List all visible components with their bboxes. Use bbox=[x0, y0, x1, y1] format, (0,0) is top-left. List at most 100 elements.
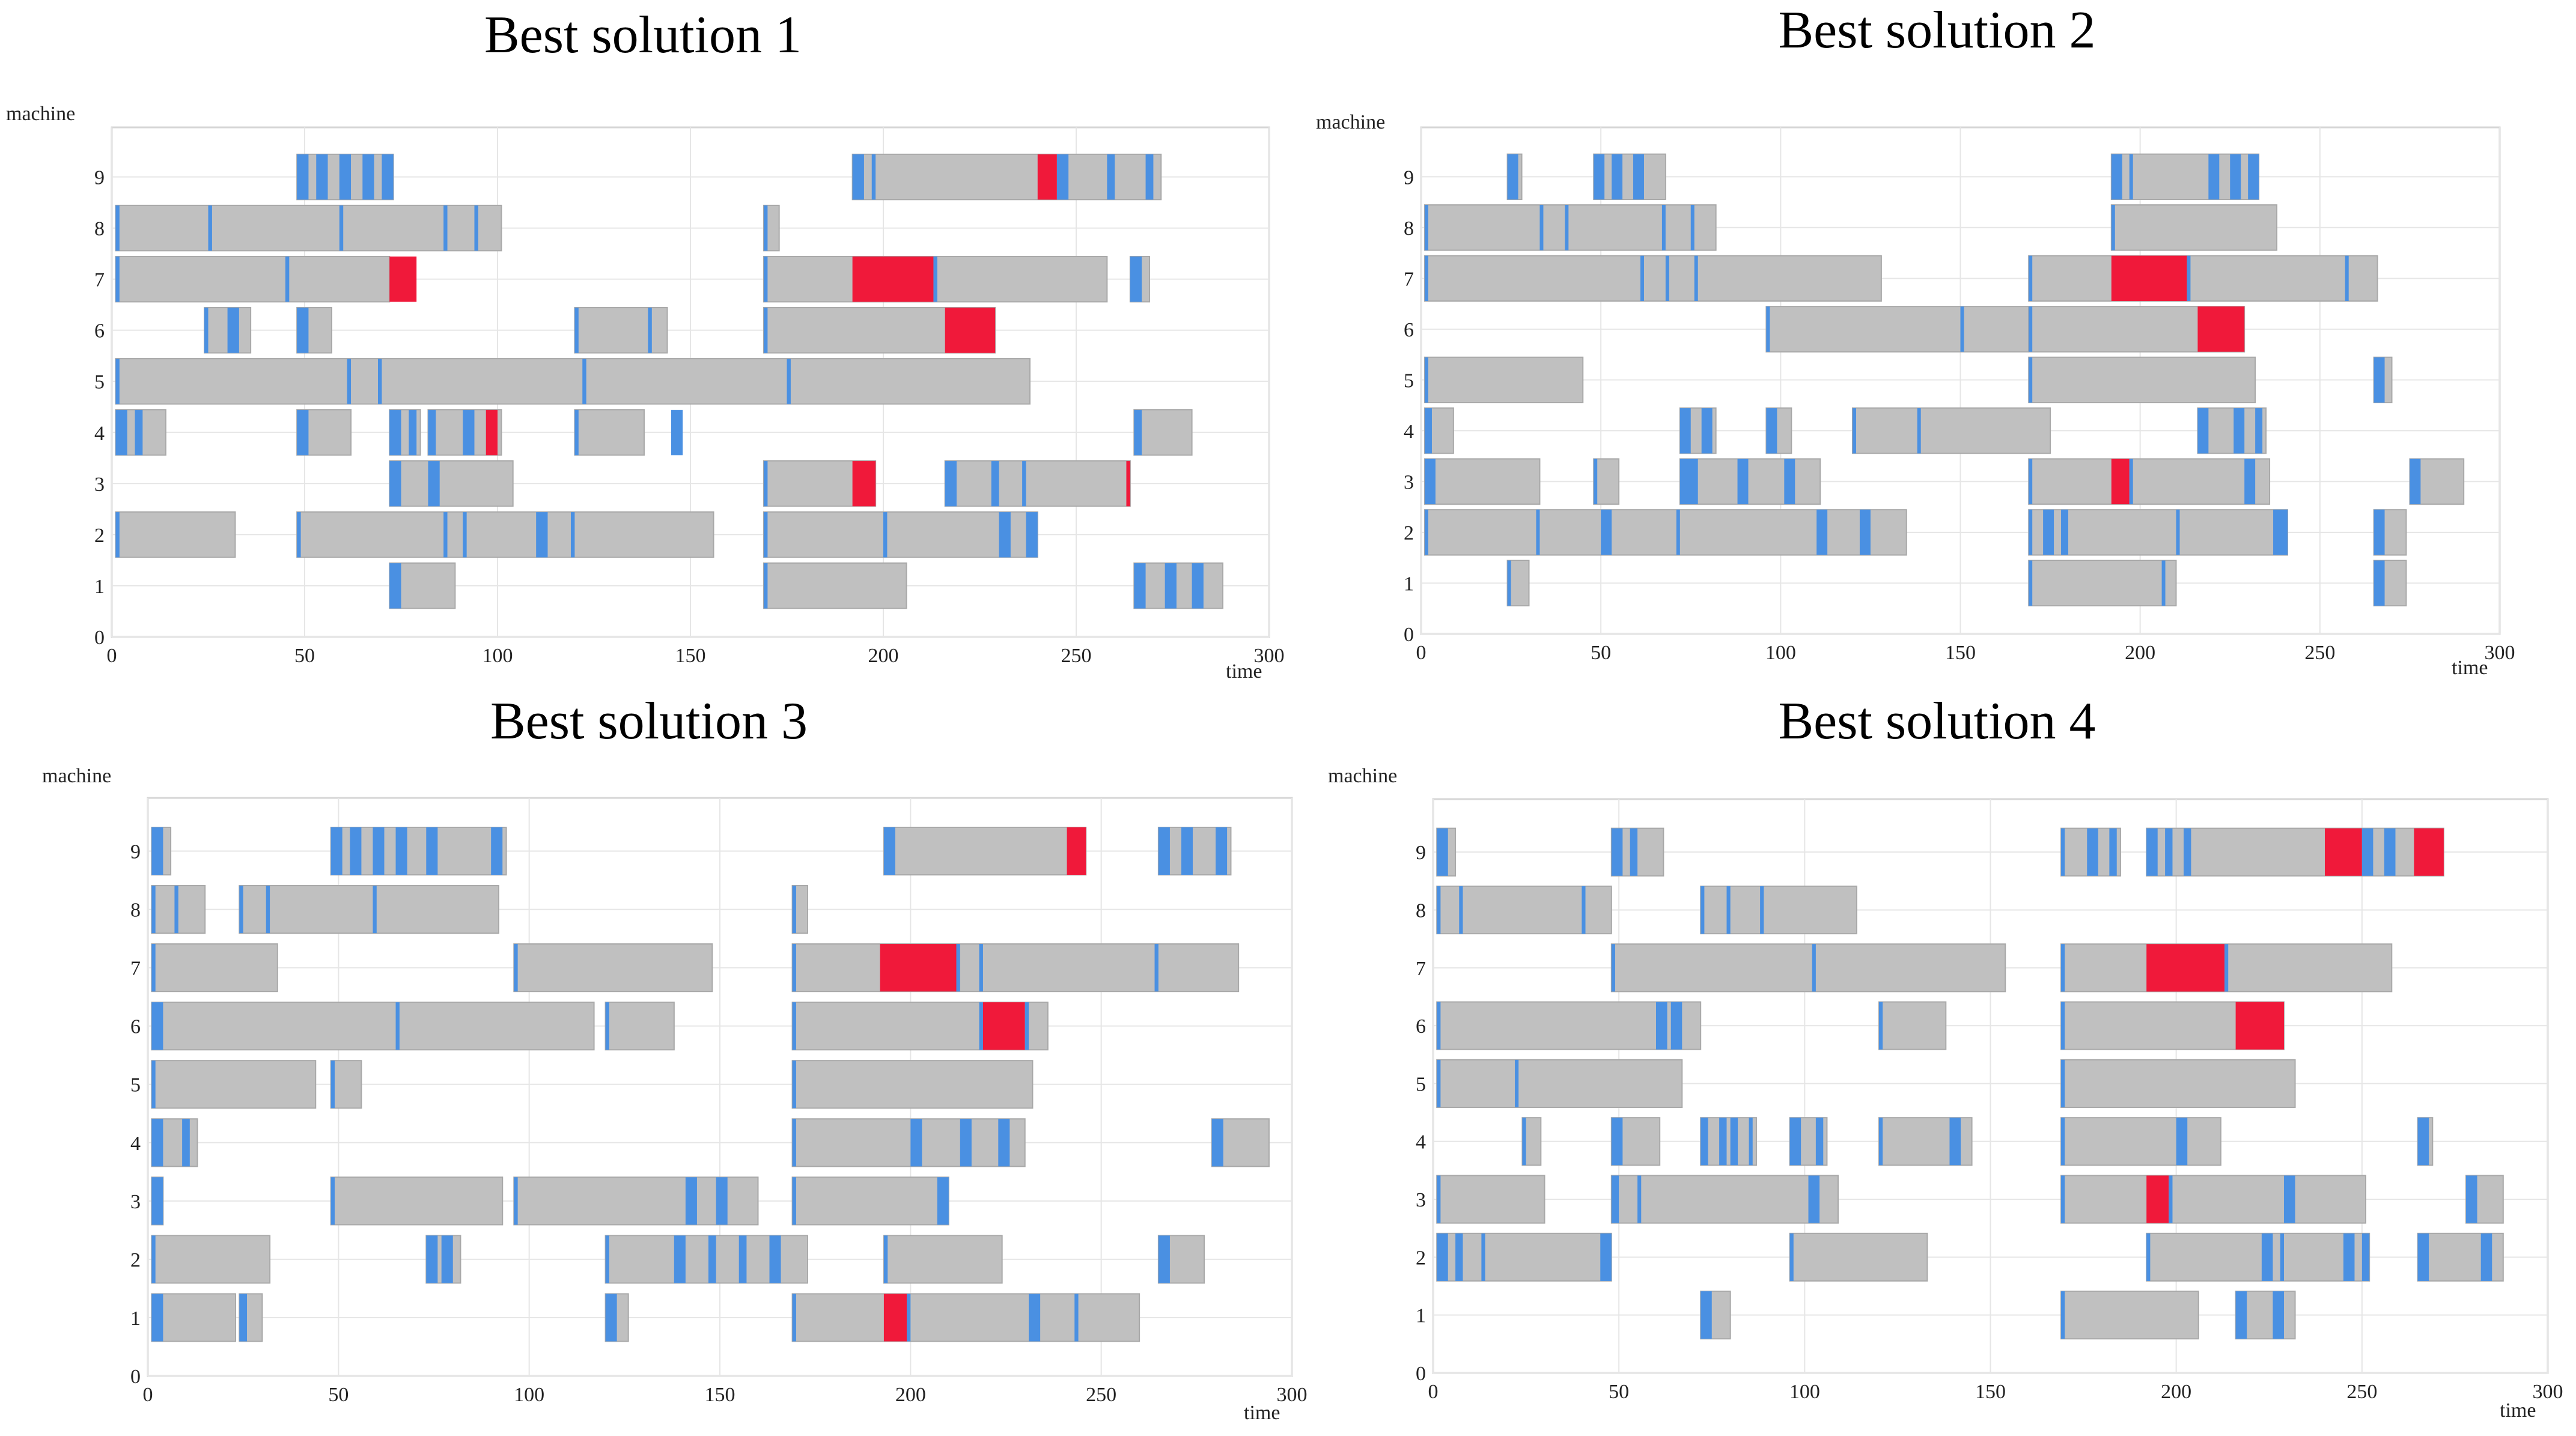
operation-marker bbox=[2176, 1118, 2188, 1166]
operation-marker bbox=[239, 1294, 248, 1342]
operation-marker bbox=[2165, 828, 2173, 876]
operation-marker bbox=[1701, 1118, 1708, 1166]
y-tick-label: 4 bbox=[94, 422, 105, 445]
y-tick-label: 8 bbox=[130, 899, 141, 922]
y-tick-label: 5 bbox=[94, 371, 105, 394]
chart-title: Best solution 2 bbox=[1778, 1, 2096, 59]
x-tick-label: 150 bbox=[1975, 1381, 2006, 1403]
operation-marker bbox=[1424, 510, 1428, 555]
y-tick-label: 2 bbox=[1416, 1247, 1426, 1269]
operation-marker bbox=[151, 1235, 156, 1283]
operation-marker bbox=[1859, 510, 1871, 555]
operation-marker bbox=[763, 563, 768, 609]
operation-marker bbox=[395, 1002, 400, 1050]
operation-marker bbox=[1612, 154, 1623, 199]
idle-segment bbox=[1610, 943, 2006, 993]
idle-segment bbox=[2146, 1232, 2370, 1282]
x-tick-label: 100 bbox=[1789, 1381, 1820, 1403]
x-tick-label: 50 bbox=[1591, 642, 1611, 664]
fault-segment bbox=[982, 1002, 1025, 1050]
operation-marker bbox=[1960, 306, 1964, 352]
operation-marker bbox=[1766, 306, 1770, 352]
idle-segment bbox=[791, 1060, 1034, 1109]
operation-marker bbox=[574, 307, 579, 353]
operation-marker bbox=[1192, 563, 1204, 609]
fault-segment bbox=[2235, 1002, 2284, 1050]
operation-marker bbox=[2224, 944, 2229, 992]
operation-marker bbox=[151, 1294, 163, 1342]
operation-marker bbox=[204, 307, 209, 353]
operation-marker bbox=[1594, 154, 1605, 199]
operation-marker bbox=[1766, 408, 1777, 454]
operation-marker bbox=[1630, 828, 1638, 876]
fault-segment bbox=[945, 307, 996, 353]
operation-marker bbox=[792, 1177, 796, 1225]
y-tick-label: 0 bbox=[94, 627, 105, 649]
idle-segment bbox=[791, 943, 1240, 993]
idle-segment bbox=[2028, 255, 2378, 302]
operation-marker bbox=[2280, 1233, 2284, 1281]
operation-marker bbox=[428, 410, 436, 455]
idle-segment bbox=[574, 306, 668, 354]
operation-marker bbox=[428, 461, 440, 507]
operation-marker bbox=[1211, 1119, 1223, 1167]
operation-marker bbox=[389, 563, 401, 609]
x-axis-title: time bbox=[2500, 1399, 2536, 1422]
operation-marker bbox=[2029, 357, 2033, 403]
operation-marker bbox=[2060, 1291, 2065, 1339]
idle-segment bbox=[1423, 255, 1882, 302]
idle-segment bbox=[1423, 458, 1541, 505]
operation-marker bbox=[1815, 1118, 1824, 1166]
x-tick-label: 250 bbox=[2346, 1381, 2377, 1403]
operation-marker bbox=[605, 1002, 609, 1050]
operation-marker bbox=[991, 461, 999, 507]
fault-segment bbox=[1126, 461, 1130, 507]
operation-marker bbox=[2087, 828, 2098, 876]
operation-marker bbox=[671, 410, 683, 455]
operation-marker bbox=[2161, 560, 2166, 606]
operation-marker bbox=[151, 1119, 163, 1167]
idle-segment bbox=[791, 1176, 949, 1226]
idle-segment bbox=[2060, 1059, 2296, 1108]
fault-segment bbox=[852, 461, 876, 507]
y-tick-label: 7 bbox=[130, 958, 141, 980]
fault-segment bbox=[883, 1294, 907, 1342]
operation-marker bbox=[582, 359, 586, 404]
operation-marker bbox=[1816, 510, 1828, 555]
operation-marker bbox=[389, 461, 401, 507]
y-tick-label: 2 bbox=[1404, 522, 1414, 544]
operation-marker bbox=[285, 256, 290, 302]
x-tick-label: 50 bbox=[1609, 1381, 1629, 1403]
y-tick-label: 0 bbox=[1404, 624, 1414, 646]
operation-marker bbox=[716, 1177, 728, 1225]
fault-segment bbox=[2197, 306, 2245, 352]
operation-marker bbox=[389, 410, 401, 455]
operation-marker bbox=[2255, 408, 2263, 454]
operation-marker bbox=[2384, 828, 2396, 876]
operation-marker bbox=[115, 359, 120, 404]
idle-segment bbox=[1423, 509, 1907, 556]
x-tick-label: 0 bbox=[1428, 1381, 1439, 1403]
idle-segment bbox=[1700, 885, 1857, 935]
operation-marker bbox=[2146, 1233, 2151, 1281]
y-tick-label: 6 bbox=[94, 320, 105, 342]
operation-marker bbox=[182, 1119, 190, 1167]
idle-segment bbox=[1700, 1117, 1757, 1166]
operation-marker bbox=[2169, 1175, 2173, 1223]
x-tick-label: 300 bbox=[1277, 1384, 1308, 1406]
x-tick-label: 200 bbox=[868, 645, 899, 667]
operation-marker bbox=[648, 307, 652, 353]
operation-marker bbox=[2146, 828, 2158, 876]
operation-marker bbox=[1154, 944, 1159, 992]
chart-title: Best solution 4 bbox=[1778, 692, 2096, 750]
operation-marker bbox=[1637, 1175, 1642, 1223]
gantt-panel-1: Best solution 1 0 1 2 3 4 5 6 7 8 9 0 50 100 150 200 25… bbox=[0, 0, 1286, 697]
idle-segment bbox=[574, 409, 645, 456]
operation-marker bbox=[1522, 1118, 1526, 1166]
operation-marker bbox=[792, 1119, 796, 1167]
operation-marker bbox=[2187, 255, 2191, 302]
operation-marker bbox=[1808, 1175, 1820, 1223]
idle-segment bbox=[1679, 458, 1821, 505]
operation-marker bbox=[1424, 458, 1436, 505]
y-tick-label: 3 bbox=[1416, 1189, 1426, 1211]
